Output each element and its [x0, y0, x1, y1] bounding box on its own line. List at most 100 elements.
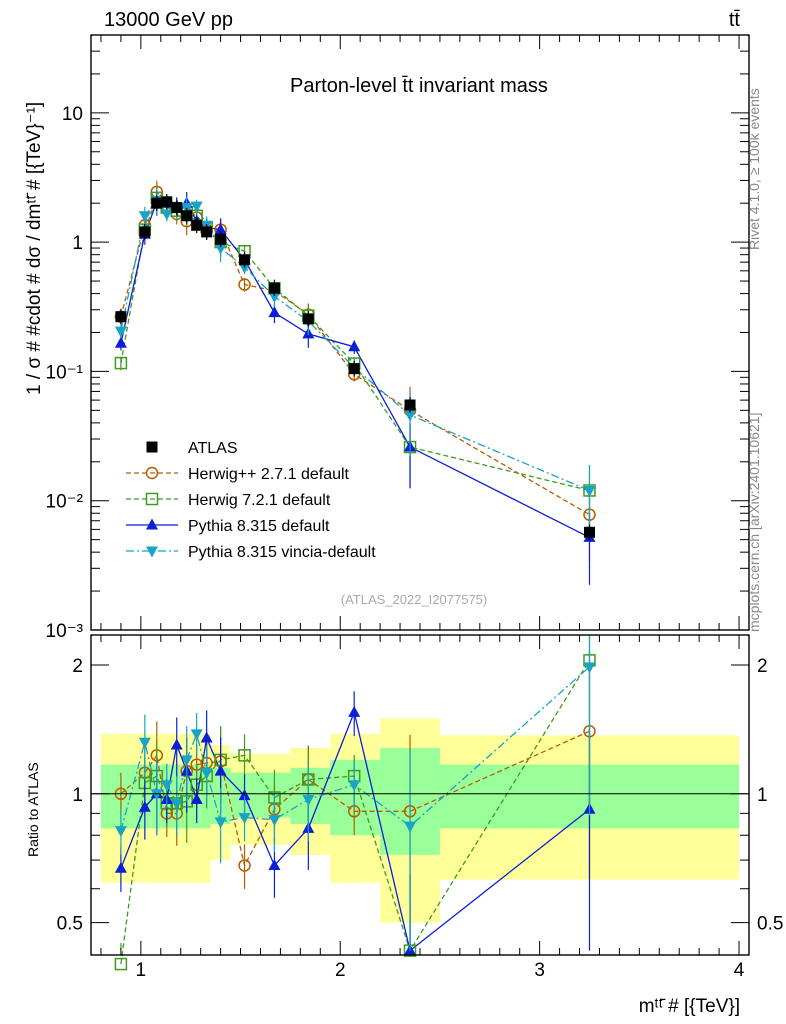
ratio-point: [214, 817, 227, 829]
ratio-point: [238, 789, 251, 801]
ratio-band-inner: [170, 764, 181, 829]
reference-point: [191, 219, 203, 231]
ratio-point: [200, 768, 213, 780]
analysis-id: (ATLAS_2022_I2077575): [341, 592, 487, 607]
series-line: [120, 199, 590, 492]
series-point: [114, 356, 128, 370]
reference-point: [171, 202, 183, 214]
legend: ATLAS Herwig++ 2.7.1 default Herwig 7.2.1 …: [126, 440, 376, 561]
legend-label: Herwig 7.2.1 default: [188, 492, 331, 509]
ratio-point: [114, 861, 127, 873]
ratio-point: [214, 764, 227, 776]
y-tick-label: 10⁻¹: [46, 362, 84, 383]
legend-marker: [145, 492, 159, 506]
ratio-tick-label: 1: [757, 785, 768, 806]
series-point: [114, 336, 127, 348]
ratio-point: [114, 826, 127, 838]
mcplots-credit: mcplots.cern.ch [arXiv:2401.10621]: [746, 413, 762, 632]
ratio-point: [238, 749, 251, 762]
series-point: [160, 209, 173, 221]
ratio-band-inner: [260, 772, 291, 818]
ratio-tick-label: 0.5: [57, 914, 83, 935]
ratio-point: [170, 798, 183, 810]
series-point: [268, 291, 281, 303]
reference-point: [404, 399, 416, 411]
y-tick-label: 10⁻³: [46, 621, 84, 642]
ratio-point: [190, 792, 203, 804]
y-tick-label: 1: [72, 233, 83, 254]
reference-point: [115, 311, 127, 323]
ratio-point: [180, 755, 193, 767]
ratio-tick-label: 1: [72, 785, 83, 806]
ratio-band-inner: [200, 764, 211, 829]
reference-point: [302, 313, 314, 325]
ratio-point: [170, 738, 183, 750]
ratio-point: [150, 789, 163, 801]
rivet-version: Rivet 4.1.0, ≥ 100k events: [746, 88, 762, 250]
legend-marker: [146, 441, 158, 453]
ratio-point: [138, 800, 151, 812]
series-line: [120, 196, 590, 492]
ratio-point: [404, 821, 417, 833]
ratio-point: [114, 957, 128, 971]
legend-label: Pythia 8.315 vincia-default: [188, 544, 376, 561]
ratio-point: [583, 662, 596, 674]
ratio-series-line: [120, 660, 591, 965]
reference-point: [181, 210, 193, 222]
process-label: tt̄: [729, 9, 741, 31]
series-point: [214, 223, 227, 235]
ratio-point: [268, 815, 281, 827]
legend-label: ATLAS: [188, 440, 238, 457]
chart-title: Parton-level t̄t invariant mass: [290, 75, 548, 97]
series-point: [238, 278, 251, 291]
ratio-band-inner: [330, 759, 381, 836]
legend-label: Herwig++ 2.7.1 default: [188, 466, 350, 483]
reference-point: [215, 233, 227, 245]
ratio-point: [138, 737, 151, 749]
reference-point: [151, 197, 163, 209]
reference-point: [139, 226, 151, 238]
energy-label: 13000 GeV pp: [104, 9, 233, 31]
axis-ticks: 1 2 3 4 10⁻³ 10⁻² 10⁻¹ 1 10 0.5 0.5 1 1 2 2: [46, 34, 783, 981]
ratio-point: [268, 858, 281, 870]
series-point: [190, 201, 203, 213]
legend-marker: [146, 546, 158, 558]
ratio-point: [302, 794, 315, 806]
ratio-tick-label: 0.5: [757, 914, 783, 935]
ratio-point: [190, 729, 203, 741]
x-tick-label: 1: [136, 960, 147, 981]
series-point: [583, 485, 596, 497]
series-point: [268, 306, 281, 318]
reference-point: [201, 226, 213, 238]
x-axis-label: mᵗᵗ̄ # [{TeV}]: [639, 996, 740, 1017]
series-point: [214, 243, 227, 255]
legend-marker: [145, 466, 159, 480]
reference-point: [161, 196, 173, 208]
x-tick-label: 3: [534, 960, 545, 981]
ratio-point: [348, 780, 361, 792]
reference-point: [239, 254, 251, 266]
y-tick-label: 10: [62, 104, 83, 125]
legend-marker: [146, 518, 158, 530]
ratio-series-points: [114, 635, 596, 971]
series-point: [138, 211, 151, 223]
legend-label: Pythia 8.315 default: [188, 518, 330, 535]
series-point: [348, 340, 361, 352]
ratio-axis-label: Ratio to ATLAS: [25, 762, 41, 857]
ratio-point: [160, 780, 173, 792]
series-point: [238, 262, 251, 274]
main-plot-frame: [90, 34, 750, 631]
ratio-point: [238, 859, 251, 872]
reference-point: [348, 363, 360, 375]
main-series-points: [114, 180, 596, 585]
x-tick-label: 2: [335, 960, 346, 981]
series-point: [114, 326, 127, 338]
y-axis-label: 1 / σ # #cdot # dσ / dmᵗᵗ̄ # [{TeV}⁻¹]: [24, 102, 45, 395]
reference-point: [268, 282, 280, 294]
ratio-tick-label: 2: [72, 656, 83, 677]
reference-point: [583, 526, 595, 538]
x-tick-label: 4: [734, 960, 745, 981]
ratio-point: [200, 731, 213, 743]
series-point: [404, 410, 417, 422]
